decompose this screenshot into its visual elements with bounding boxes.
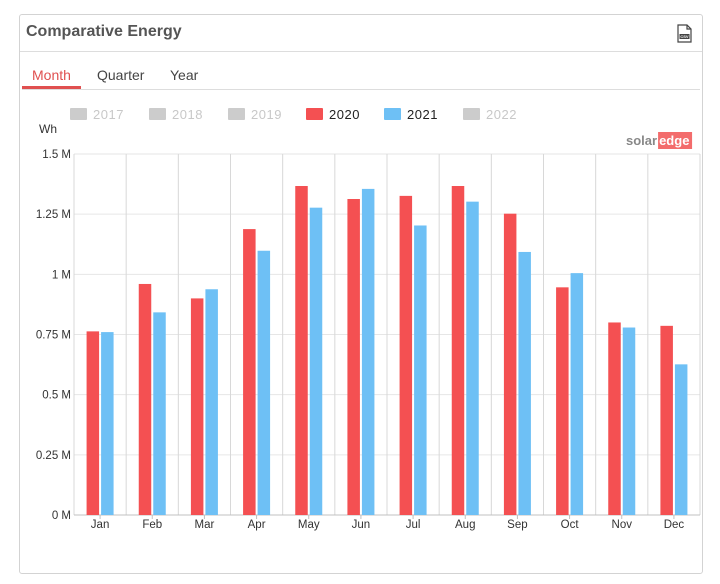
panel-title: Comparative Energy	[26, 23, 182, 40]
bar-2021-feb[interactable]	[153, 312, 166, 515]
x-tick-label: Aug	[455, 519, 475, 531]
bar-2021-apr[interactable]	[257, 250, 271, 516]
tab-quarter[interactable]: Quarter	[97, 67, 145, 83]
y-tick-label: 0.75 M	[36, 330, 71, 342]
comparative-energy-panel: Comparative Energy CSV Month Quarter Yea…	[19, 14, 703, 574]
legend-swatch-2021[interactable]	[384, 108, 401, 120]
bar-2021-jun[interactable]	[361, 188, 375, 515]
panel-header: Comparative Energy CSV	[20, 15, 702, 52]
x-tick-label: Sep	[507, 519, 527, 531]
y-tick-label: 0.25 M	[36, 450, 71, 462]
y-tick-label: 0 M	[52, 510, 71, 522]
brand-logo-edge: edge	[659, 133, 689, 148]
legend-swatch-2017[interactable]	[70, 108, 87, 120]
bar-2021-mar[interactable]	[205, 289, 218, 515]
brand-logo-edge-bg	[658, 132, 693, 149]
legend-label-2018[interactable]: 2018	[172, 107, 203, 122]
y-tick-label: 0.5 M	[42, 390, 71, 402]
bar-2021-dec[interactable]	[674, 364, 688, 515]
legend-swatch-2022[interactable]	[463, 108, 480, 120]
bar-2020-oct[interactable]	[556, 287, 569, 515]
y-tick-label: 1.5 M	[42, 149, 71, 161]
legend-label-2017[interactable]: 2017	[93, 107, 124, 122]
x-tick-label: Jul	[406, 519, 421, 531]
bar-2020-nov[interactable]	[608, 322, 621, 515]
x-tick-label: May	[298, 519, 320, 531]
period-tabs: Month Quarter Year	[22, 63, 700, 90]
bar-2020-jan[interactable]	[86, 331, 100, 515]
y-tick-label: 1.25 M	[36, 209, 71, 221]
legend-label-2021[interactable]: 2021	[407, 107, 438, 122]
bar-2020-feb[interactable]	[138, 283, 152, 515]
bar-2021-oct[interactable]	[570, 273, 584, 515]
bar-2020-aug[interactable]	[451, 186, 465, 515]
bar-2021-may[interactable]	[309, 207, 323, 515]
bar-2020-jul[interactable]	[399, 195, 413, 515]
x-tick-label: Oct	[561, 519, 580, 531]
brand-logo-solar: solar	[626, 133, 657, 148]
bar-2021-sep[interactable]	[518, 251, 531, 515]
legend-swatch-2018[interactable]	[149, 108, 166, 120]
legend-label-2019[interactable]: 2019	[251, 107, 282, 122]
tab-year[interactable]: Year	[170, 67, 199, 83]
bar-2020-mar[interactable]	[190, 298, 204, 515]
bar-2020-sep[interactable]	[503, 213, 517, 515]
x-tick-label: Apr	[248, 519, 266, 531]
bar-2021-nov[interactable]	[622, 327, 636, 515]
svg-text:CSV: CSV	[680, 34, 689, 39]
legend-swatch-2019[interactable]	[228, 108, 245, 120]
bar-2020-apr[interactable]	[243, 229, 256, 515]
tab-month[interactable]: Month	[22, 65, 81, 89]
bar-2020-may[interactable]	[295, 186, 308, 515]
x-tick-label: Dec	[664, 519, 685, 531]
y-tick-label: 1 M	[52, 269, 71, 281]
x-tick-label: Jan	[91, 519, 110, 531]
x-tick-label: Feb	[142, 519, 162, 531]
x-tick-label: Mar	[195, 519, 215, 531]
x-tick-label: Jun	[352, 519, 371, 531]
bar-2020-dec[interactable]	[660, 325, 673, 515]
legend-swatch-2020[interactable]	[306, 108, 323, 120]
csv-download-icon[interactable]: CSV	[677, 24, 692, 43]
bar-2021-jan[interactable]	[101, 332, 114, 515]
x-tick-label: Nov	[612, 519, 633, 531]
legend-label-2020[interactable]: 2020	[329, 107, 360, 122]
bar-2021-aug[interactable]	[466, 201, 479, 516]
bar-2021-jul[interactable]	[414, 225, 427, 515]
bar-2020-jun[interactable]	[347, 199, 360, 515]
y-axis-label: Wh	[39, 122, 57, 136]
legend-label-2022[interactable]: 2022	[486, 107, 517, 122]
